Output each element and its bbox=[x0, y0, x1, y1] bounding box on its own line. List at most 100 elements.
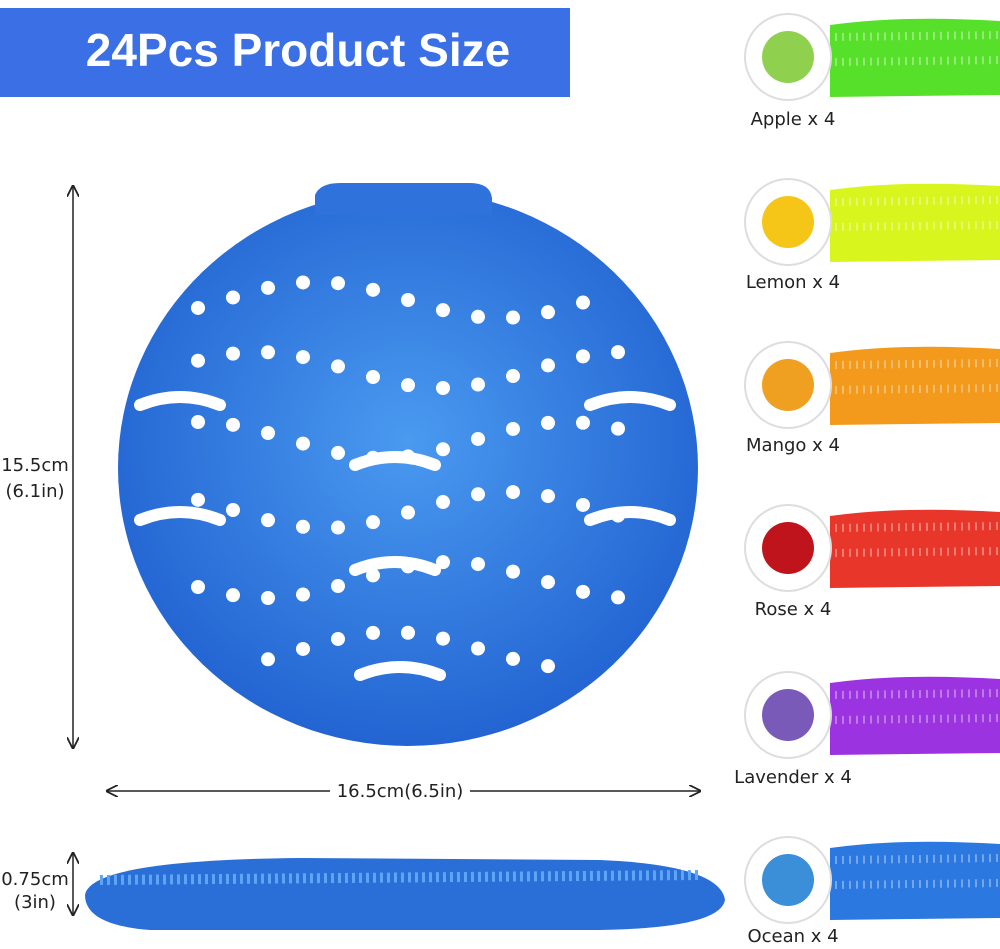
hole bbox=[226, 588, 240, 603]
hole bbox=[471, 431, 485, 446]
hole bbox=[436, 631, 450, 646]
slot bbox=[134, 506, 226, 526]
hole bbox=[226, 346, 240, 361]
hole bbox=[611, 345, 625, 360]
hole bbox=[506, 564, 520, 579]
hole bbox=[226, 417, 240, 432]
hole bbox=[506, 369, 520, 384]
hole bbox=[541, 575, 555, 590]
title: 24Pcs Product Size bbox=[86, 24, 510, 76]
hole bbox=[331, 520, 345, 535]
hole bbox=[191, 353, 205, 368]
hole bbox=[261, 513, 275, 528]
scent-strip bbox=[830, 676, 1000, 755]
side-view bbox=[85, 858, 725, 930]
scent-strip bbox=[830, 509, 1000, 588]
scent-label: Ocean x 4 bbox=[747, 926, 838, 947]
hole bbox=[611, 421, 625, 436]
hole bbox=[471, 487, 485, 502]
slot bbox=[354, 661, 446, 681]
hole bbox=[331, 631, 345, 646]
scent-icon bbox=[762, 689, 814, 741]
hole bbox=[296, 350, 310, 365]
hole bbox=[436, 442, 450, 457]
hole bbox=[366, 370, 380, 385]
height-label: (6.1in) bbox=[5, 481, 64, 502]
hole bbox=[576, 295, 590, 310]
scent-strip bbox=[830, 183, 1000, 262]
thickness-label: 0.75cm bbox=[1, 869, 69, 890]
scent-label: Rose x 4 bbox=[755, 599, 832, 620]
scent-icon bbox=[762, 31, 814, 83]
hole bbox=[191, 300, 205, 315]
hole bbox=[366, 515, 380, 530]
hole bbox=[541, 305, 555, 320]
hole bbox=[436, 555, 450, 570]
hole bbox=[436, 380, 450, 395]
scent-icon bbox=[762, 854, 814, 906]
height-label: 15.5cm bbox=[1, 455, 69, 476]
hole bbox=[541, 659, 555, 674]
hole bbox=[331, 445, 345, 460]
hole bbox=[366, 282, 380, 297]
hole bbox=[576, 584, 590, 599]
hole bbox=[331, 359, 345, 374]
scent-label: Apple x 4 bbox=[751, 109, 836, 130]
scent-strip bbox=[830, 346, 1000, 425]
hole bbox=[226, 290, 240, 305]
hole bbox=[401, 378, 415, 393]
scent-strip bbox=[830, 18, 1000, 97]
scent-label: Lavender x 4 bbox=[734, 767, 852, 788]
hole bbox=[191, 492, 205, 507]
slot bbox=[584, 391, 676, 411]
hole bbox=[331, 579, 345, 594]
hole bbox=[611, 590, 625, 605]
hole bbox=[471, 377, 485, 392]
hole bbox=[401, 625, 415, 640]
hole bbox=[191, 580, 205, 595]
hole bbox=[261, 280, 275, 295]
hole bbox=[576, 497, 590, 512]
hole bbox=[576, 349, 590, 364]
thickness-label: (3in) bbox=[14, 892, 56, 913]
slot bbox=[134, 391, 226, 411]
slot bbox=[584, 506, 676, 526]
hole bbox=[401, 293, 415, 307]
hole bbox=[506, 421, 520, 436]
scent-label: Mango x 4 bbox=[746, 435, 840, 456]
hole bbox=[541, 358, 555, 373]
title-banner bbox=[0, 8, 570, 97]
slot bbox=[349, 556, 441, 576]
scent-icon bbox=[762, 359, 814, 411]
scent-label: Lemon x 4 bbox=[746, 272, 840, 293]
scent-icon bbox=[762, 196, 814, 248]
label-bg bbox=[330, 778, 470, 804]
scent-list: Apple x 4 Lemon x 4 Mango x 4 Rose x 4 Laven… bbox=[734, 13, 1000, 947]
scent-strip bbox=[830, 841, 1000, 920]
hole bbox=[366, 568, 380, 583]
hole bbox=[261, 652, 275, 667]
hole bbox=[296, 587, 310, 602]
hole bbox=[541, 415, 555, 430]
slot bbox=[349, 451, 441, 471]
hole bbox=[506, 651, 520, 666]
hole bbox=[226, 503, 240, 517]
width-label: 16.5cm(6.5in) bbox=[337, 781, 464, 802]
hole bbox=[191, 415, 205, 430]
hole bbox=[261, 425, 275, 440]
hole bbox=[296, 436, 310, 451]
hole bbox=[471, 309, 485, 324]
hole bbox=[261, 345, 275, 360]
hole bbox=[471, 641, 485, 656]
hole bbox=[506, 485, 520, 500]
hole bbox=[471, 557, 485, 572]
hole bbox=[296, 519, 310, 534]
hole bbox=[541, 489, 555, 504]
hole bbox=[436, 303, 450, 318]
hole bbox=[366, 625, 380, 640]
hole bbox=[401, 505, 415, 520]
hole bbox=[296, 641, 310, 656]
hole bbox=[261, 590, 275, 605]
hole bbox=[506, 310, 520, 325]
